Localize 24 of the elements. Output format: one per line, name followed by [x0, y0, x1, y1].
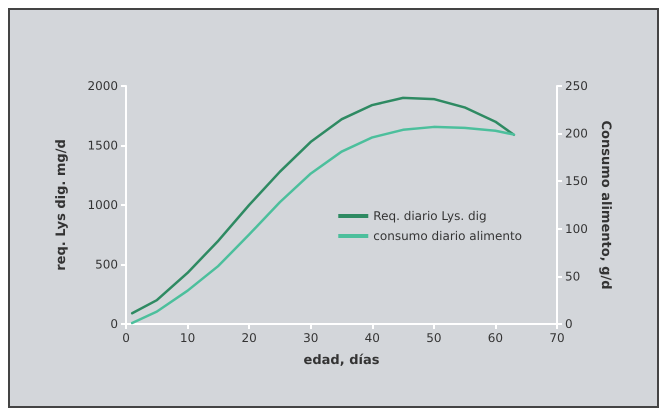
legend-label: consumo diario alimento — [373, 229, 522, 243]
legend-label: Req. diario Lys. dig — [373, 209, 487, 223]
y-tick-label: 1000 — [87, 198, 118, 212]
y-tick-label: 1500 — [87, 138, 118, 152]
x-tick-label: 50 — [426, 331, 442, 345]
x-axis-title: edad, días — [304, 353, 380, 368]
x-tick-label: 10 — [180, 331, 196, 345]
y-axis-title: req. Lys dig. mg/d — [54, 139, 69, 271]
y2-tick-label: 250 — [565, 79, 588, 93]
x-tick-label: 20 — [242, 331, 257, 345]
y2-tick-label: 50 — [565, 269, 580, 284]
y-tick-label: 0 — [110, 317, 118, 331]
x-tick-label: 30 — [303, 331, 318, 345]
x-tick-label: 40 — [364, 331, 380, 345]
x-tick-label: 70 — [549, 331, 565, 345]
y2-tick-label: 200 — [565, 126, 588, 141]
y-tick-label: 2000 — [87, 79, 118, 93]
y2-tick-label: 0 — [565, 317, 573, 331]
x-tick-label: 0 — [122, 331, 130, 345]
y2-tick-label: 150 — [565, 174, 588, 188]
y2-tick-label: 100 — [565, 222, 588, 236]
y-tick-label: 500 — [95, 258, 118, 272]
x-tick-label: 60 — [488, 331, 504, 345]
y2-axis-title: Consumo alimento, g/d — [598, 120, 613, 290]
